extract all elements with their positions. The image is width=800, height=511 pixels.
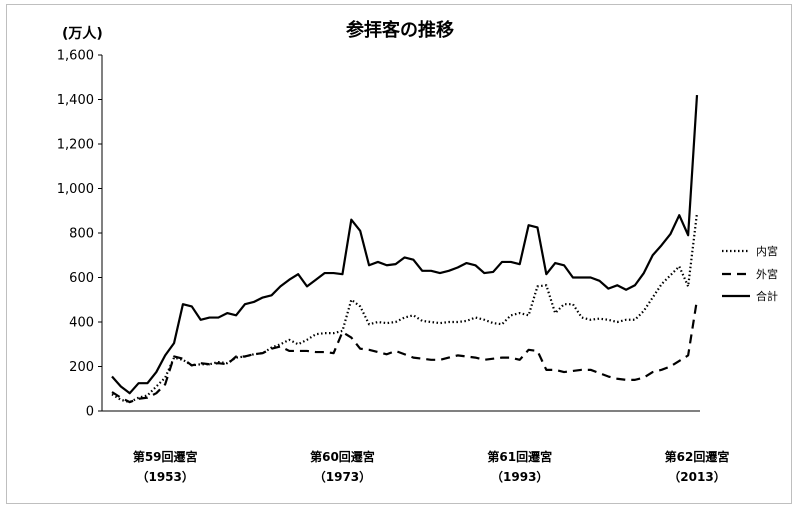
x-category-label: 第59回遷宮 [133, 449, 198, 464]
series-line-合計 [111, 94, 699, 395]
y-tick-label: 600 [69, 271, 94, 286]
y-tick-label: 0 [86, 405, 94, 420]
x-category-year: （2013） [668, 469, 725, 484]
series-line-内宮 [111, 212, 699, 404]
y-tick-label: 200 [69, 360, 94, 375]
y-tick-label: 400 [69, 316, 94, 331]
y-tick-label: 1,600 [57, 49, 94, 64]
axes: 0 200 400 600 800 1,000 1,200 1,400 1,600 [57, 49, 700, 420]
x-category-label: 第60回遷宮 [310, 449, 375, 464]
x-category-year: （1993） [491, 469, 548, 484]
x-category-year: （1973） [314, 469, 371, 484]
chart-title: 参拝客の推移 [346, 19, 454, 41]
legend-label: 外宮 [756, 267, 778, 281]
series-layer [111, 94, 699, 404]
y-tick-label: 1,400 [57, 93, 94, 108]
y-tick-label: 1,000 [57, 182, 94, 197]
x-category-year: （1953） [136, 469, 193, 484]
legend-label: 合計 [756, 289, 778, 303]
y-axis-unit-label: (万人) [62, 25, 103, 42]
chart-frame [6, 4, 792, 504]
legend-label: 内宮 [756, 244, 778, 258]
series-line-外宮 [111, 299, 699, 404]
x-category-label: 第61回遷宮 [487, 449, 552, 464]
y-tick-label: 1,200 [57, 138, 94, 153]
x-category-labels: 第59回遷宮 （1953） 第60回遷宮 （1973） 第61回遷宮 （1993） 第62回… [133, 449, 730, 484]
x-category-label: 第62回遷宮 [665, 449, 730, 464]
y-tick-label: 800 [69, 227, 94, 242]
